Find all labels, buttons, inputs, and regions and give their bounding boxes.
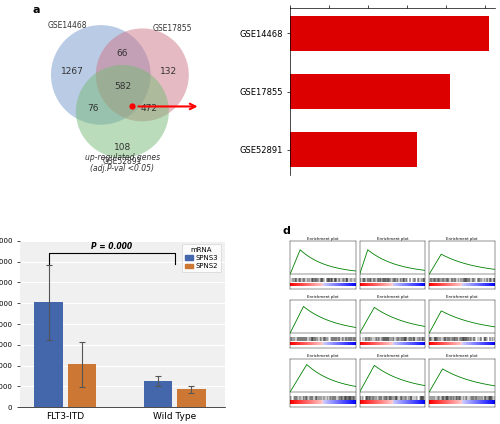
Text: a: a (32, 5, 40, 15)
Title: Enrichment plot: Enrichment plot (308, 296, 339, 299)
Text: 66: 66 (116, 49, 128, 58)
Text: 1267: 1267 (61, 67, 84, 76)
Text: d: d (282, 226, 290, 237)
Text: GSE14468: GSE14468 (48, 21, 88, 30)
Title: Enrichment plot: Enrichment plot (377, 237, 408, 240)
Circle shape (96, 28, 189, 121)
Text: b: b (245, 0, 253, 2)
Text: 76: 76 (86, 103, 98, 113)
Text: 108: 108 (114, 143, 131, 153)
Bar (290, 16, 489, 51)
Title: Enrichment plot: Enrichment plot (446, 237, 478, 240)
Bar (290, 132, 417, 167)
Bar (290, 74, 450, 109)
Text: 132: 132 (160, 67, 178, 76)
Bar (34, 302, 63, 407)
Title: Enrichment plot: Enrichment plot (308, 354, 339, 358)
Bar (144, 381, 172, 407)
Title: Enrichment plot: Enrichment plot (446, 354, 478, 358)
Text: GSE17855: GSE17855 (152, 24, 192, 33)
Title: Enrichment plot: Enrichment plot (377, 354, 408, 358)
Title: Enrichment plot: Enrichment plot (308, 237, 339, 240)
Circle shape (76, 65, 169, 158)
Bar (177, 389, 206, 407)
Text: 582: 582 (114, 82, 131, 91)
Text: 472: 472 (140, 103, 158, 113)
Bar (68, 365, 96, 407)
Title: Enrichment plot: Enrichment plot (446, 296, 478, 299)
Text: GSE52891: GSE52891 (102, 157, 142, 166)
Text: up-regulated genes
(adj.P-val <0.05): up-regulated genes (adj.P-val <0.05) (85, 153, 160, 173)
Legend: SPNS3, SPNS2: SPNS3, SPNS2 (182, 245, 222, 272)
Title: Enrichment plot: Enrichment plot (377, 296, 408, 299)
Circle shape (51, 25, 150, 125)
Text: P = 0.000: P = 0.000 (91, 243, 132, 251)
